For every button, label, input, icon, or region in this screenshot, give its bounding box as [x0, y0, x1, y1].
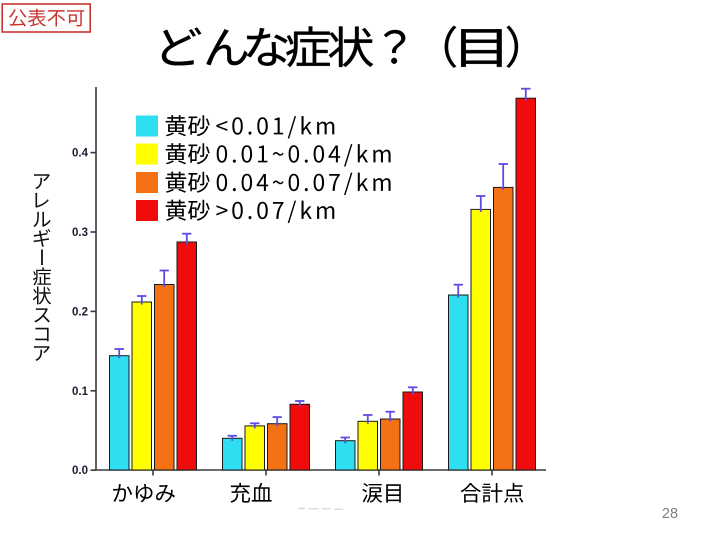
svg-text:0.0: 0.0	[72, 465, 88, 477]
svg-text:0.2: 0.2	[72, 306, 88, 318]
svg-text:0.3: 0.3	[72, 227, 88, 239]
svg-text:28: 28	[662, 506, 678, 522]
svg-text:0.4: 0.4	[72, 148, 89, 160]
svg-text:0.1: 0.1	[72, 386, 89, 398]
